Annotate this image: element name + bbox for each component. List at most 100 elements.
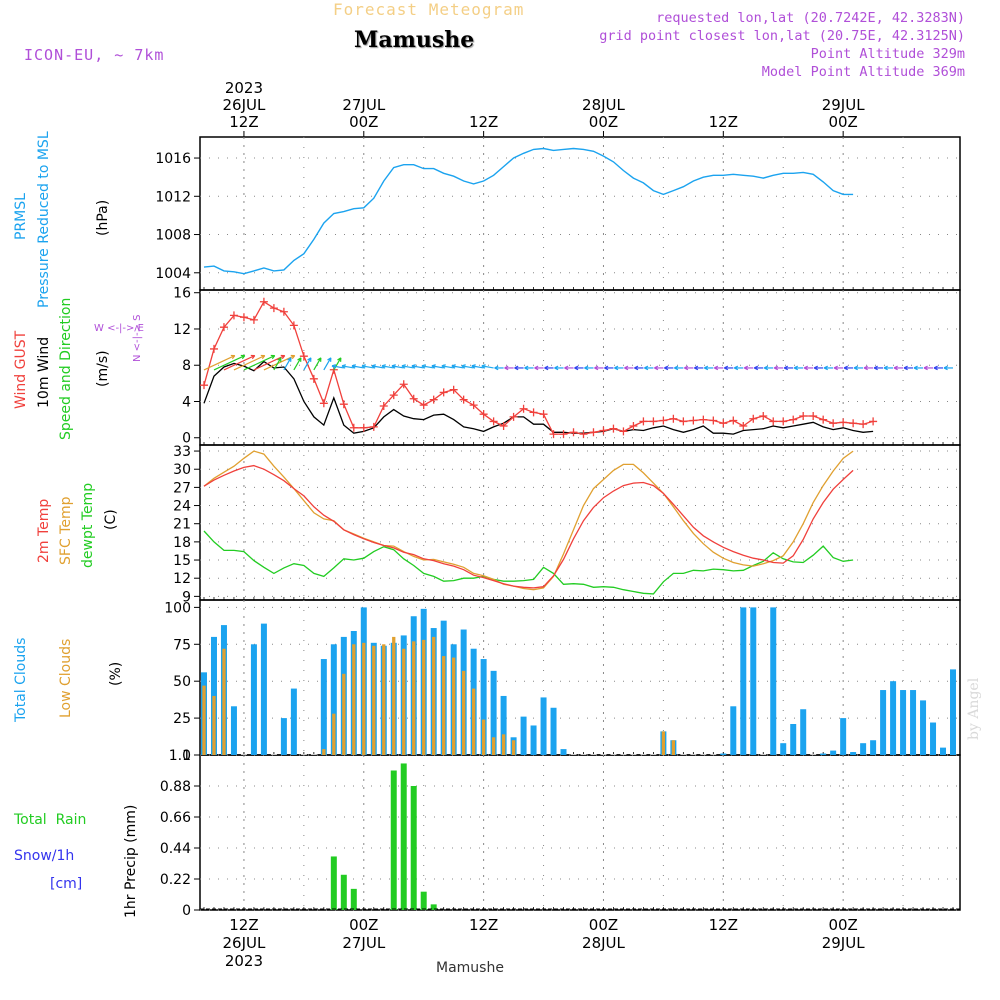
total-clouds-bar <box>930 722 937 755</box>
prmsl-label: PRMSL <box>13 193 29 240</box>
wind-direction-arrowhead <box>634 365 639 371</box>
total-clouds-bar <box>850 752 857 755</box>
wind-direction-arrowhead <box>381 364 386 369</box>
total-clouds-bar <box>560 749 567 755</box>
wind-gust-marker <box>269 304 278 313</box>
cloud-zero-bar <box>680 754 687 755</box>
model-point-altitude: Model Point Altitude 369m <box>761 64 965 80</box>
low-clouds-bar <box>511 740 516 755</box>
total-clouds-bar <box>280 718 287 755</box>
cloud-zero-bar <box>310 754 317 755</box>
rain-bar <box>410 786 417 910</box>
total-clouds-bar <box>910 690 917 755</box>
wind-direction-arrowhead <box>534 365 539 371</box>
wind-gust-marker <box>709 416 718 425</box>
total-clouds-bar <box>320 659 327 755</box>
wind-gust-marker <box>339 400 348 409</box>
ytick-label: 1008 <box>155 228 191 244</box>
ytick-label: 0.44 <box>160 841 191 857</box>
wind-direction-arrowhead <box>564 365 569 371</box>
ytick-label: 12 <box>173 322 191 338</box>
wind-direction-arrow <box>371 365 384 369</box>
low-clouds-bar <box>671 740 676 755</box>
wind-direction-arrowhead <box>481 364 486 369</box>
wind-direction-arrowhead <box>471 364 476 369</box>
ytick-label: 9 <box>182 589 191 605</box>
wind-gust-marker <box>739 421 748 430</box>
rain-bar <box>330 856 337 910</box>
prmsl-line <box>203 147 854 275</box>
top-time-label: 28JUL <box>582 96 625 114</box>
wind-gust-marker <box>759 411 768 420</box>
ytick-label: 27 <box>173 480 191 496</box>
t2m-temp-line <box>203 464 854 589</box>
total-clouds-bar <box>800 709 807 755</box>
wind-direction-arrowhead <box>644 365 649 371</box>
wind-direction-arrowhead <box>514 365 519 371</box>
ytick-label: 1004 <box>155 266 191 282</box>
wind-gust-marker <box>239 313 248 322</box>
wind-direction-arrowhead <box>903 365 908 371</box>
wind-gust-marker <box>459 395 468 404</box>
wind-gust-marker <box>439 388 448 397</box>
wind-direction-arrowhead <box>833 365 838 371</box>
cloud-zero-bar <box>710 754 717 755</box>
wind-direction-arrowhead <box>280 354 286 360</box>
wind-direction-arrowhead <box>317 357 322 362</box>
wind-direction-arrowhead <box>260 354 266 360</box>
wind-direction-arrowhead <box>584 365 589 371</box>
panel-1: 1004 1008 1012 1016 <box>155 136 961 291</box>
wind-gust-marker <box>529 408 538 417</box>
ytick-label: 1.1 <box>169 748 191 764</box>
wind-gust-marker <box>629 421 638 430</box>
wind-direction-arrow <box>381 365 394 369</box>
wind-direction-arrowhead <box>337 357 342 362</box>
total-clouds-bar <box>720 753 727 755</box>
wind-gust-marker <box>279 307 288 316</box>
wind-direction-arrow <box>303 357 312 371</box>
wind-direction-arrowhead <box>743 365 749 371</box>
wind-direction-arrowhead <box>704 365 709 371</box>
wind-direction-arrow <box>411 365 424 369</box>
low-clouds-bar <box>202 685 206 755</box>
wind-gust-marker <box>449 385 458 394</box>
wind-direction-label: Speed and Direction <box>58 298 74 440</box>
forecast-meteogram-title: Forecast Meteogram <box>333 0 525 19</box>
wind-direction-arrow <box>361 365 374 369</box>
wind-direction-arrowhead <box>883 365 888 371</box>
top-time-label: 27JUL <box>342 96 385 114</box>
total-clouds-bar <box>780 743 787 755</box>
top-time-label: 12Z <box>469 113 498 131</box>
snow-unit: [cm] <box>50 876 82 892</box>
wind-direction-arrowhead <box>494 365 499 371</box>
wind-gust-marker <box>369 422 378 431</box>
bottom-time-label: 2023 <box>225 952 263 970</box>
total-clouds-bar <box>840 718 847 755</box>
wind-gust-marker <box>719 419 728 428</box>
wind-gust-marker <box>309 374 318 383</box>
wind-direction-arrowhead <box>371 364 376 369</box>
wind-gust-marker <box>809 411 818 420</box>
wind-gust-marker <box>839 418 848 427</box>
wind-direction-arrowhead <box>773 365 779 371</box>
wind-gust-marker <box>549 430 558 439</box>
low-clouds-bar <box>481 719 486 755</box>
wind-direction-arrowhead <box>724 365 729 371</box>
clouds-unit: (%) <box>108 662 124 686</box>
temp-sfc-label: SFC Temp <box>58 496 74 565</box>
ytick-label: 75 <box>173 637 191 653</box>
wind-direction-arrowhead <box>943 365 948 371</box>
panel-frame <box>199 754 961 911</box>
wind-gust-marker <box>229 311 238 320</box>
wind-gust-marker <box>379 402 388 411</box>
wind-unit: (m/s) <box>95 350 111 387</box>
wind-direction-arrow <box>391 365 404 369</box>
top-time-label: 00Z <box>349 113 378 131</box>
wind-gust-marker <box>569 428 578 437</box>
wind-direction-arrowhead <box>290 354 296 360</box>
wind-direction-arrowhead <box>451 364 456 369</box>
bottom-time-label: 28JUL <box>582 934 625 952</box>
top-time-label: 00Z <box>589 113 618 131</box>
wind-direction-arrowhead <box>793 365 799 371</box>
wind-gust-marker <box>419 401 428 410</box>
